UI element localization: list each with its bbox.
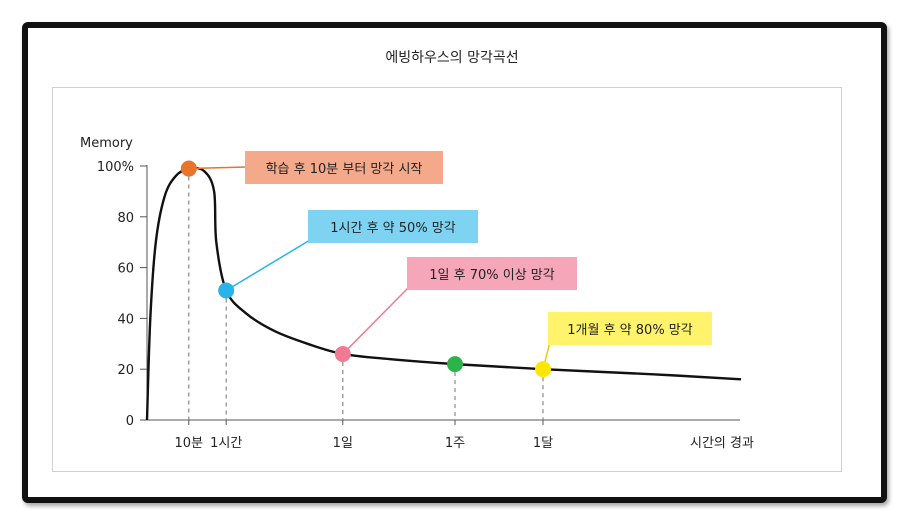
y-tick-label: 40 (117, 312, 134, 327)
annotation-box (308, 210, 478, 243)
annotation-text: 학습 후 10분 부터 망각 시작 (266, 162, 423, 177)
y-tick-label: 60 (117, 262, 134, 277)
annotation-text: 1일 후 70% 이상 망각 (429, 268, 554, 283)
annotation-connector (225, 239, 311, 292)
data-point (535, 361, 551, 378)
data-point (180, 160, 197, 177)
y-tick-label: 100% (97, 160, 134, 175)
annotation-text: 1개월 후 약 80% 망각 (567, 323, 692, 338)
y-tick-label: 80 (117, 211, 134, 226)
annotation-text: 1시간 후 약 50% 망각 (330, 221, 455, 236)
annotation-box (245, 151, 443, 184)
annotation-box (407, 257, 577, 290)
y-axis-label: Memory (80, 136, 133, 151)
plot-area-border (52, 87, 842, 472)
y-tick-label: 20 (117, 363, 134, 378)
data-point (218, 282, 235, 299)
y-tick-label: 0 (126, 414, 134, 429)
x-tick-label: 1시간 (210, 436, 242, 451)
forgetting-curve-line (145, 166, 742, 421)
chart-title: 에빙하우스의 망각곡선 (385, 50, 519, 66)
data-point (334, 345, 351, 362)
x-tick-label: 10분 (175, 436, 204, 451)
x-tick-label: 1달 (533, 436, 553, 451)
annotation-connector (342, 286, 410, 355)
annotation-box (548, 312, 712, 345)
x-tick-label: 1일 (333, 436, 353, 451)
x-tick-label: 1주 (445, 436, 465, 451)
annotation-connector (188, 166, 248, 170)
x-axis-label: 시간의 경과 (690, 436, 754, 451)
data-point (447, 356, 463, 373)
